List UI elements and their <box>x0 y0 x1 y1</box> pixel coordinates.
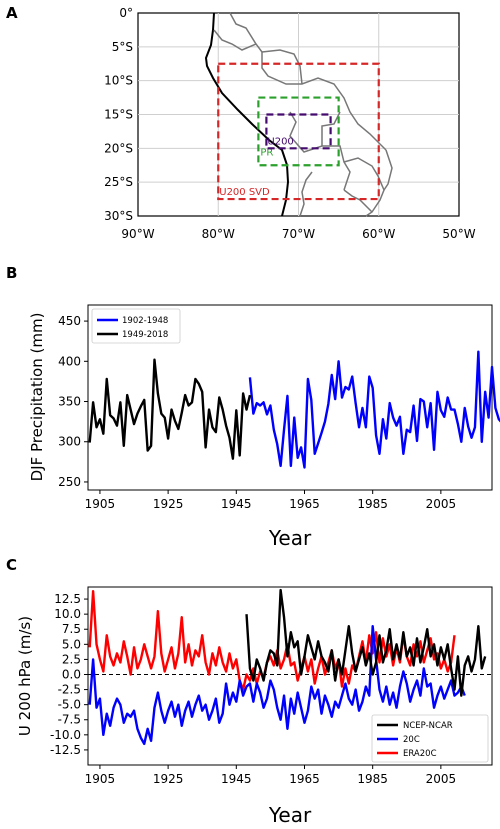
country-border <box>229 12 387 151</box>
y-tick-label: 10.0 <box>54 607 81 621</box>
y-tick-label: 250 <box>58 475 81 489</box>
coastline <box>204 12 290 217</box>
y-tick-label: 350 <box>58 395 81 409</box>
wind-plot-frame <box>87 586 493 766</box>
x-tick-label: 1985 <box>357 772 388 786</box>
x-tick-label: 1965 <box>289 772 320 786</box>
map-y-tick-label: 15°S <box>104 108 133 122</box>
panel-label-c: C <box>6 556 17 574</box>
wind-y-label: U 200 hPa (m/s) <box>16 616 34 736</box>
series-line-era20c <box>88 590 456 691</box>
country-border <box>383 149 393 191</box>
wind-x-label: Year <box>268 803 312 827</box>
wind-ticks: 1905 1925 1945 1965 1985 2005 -12.5-10.0-7.5-5… <box>50 592 456 786</box>
map-y-tick-label: 25°S <box>104 175 133 189</box>
country-border <box>321 111 341 146</box>
y-tick-label: 450 <box>58 314 81 328</box>
legend-label-1949-2018: 1949-2018 <box>122 330 168 340</box>
precip-legend: 1902-1948 1949-2018 <box>91 308 181 344</box>
precip-ticks: 1905 1925 1945 1965 1985 2005 250 300 350 400 450 <box>58 314 456 511</box>
x-tick-label: 2005 <box>426 497 457 511</box>
precip-chart: 1905 1925 1945 1965 1985 2005250300350400450 … <box>28 304 500 550</box>
precip-plot-frame <box>87 304 493 491</box>
x-tick-label: 2005 <box>426 772 457 786</box>
country-border <box>213 29 257 51</box>
country-border <box>261 49 303 85</box>
map-box-label-pr: PR <box>260 147 273 158</box>
panel-label-a: A <box>6 4 18 22</box>
y-tick-label: 0.0 <box>62 667 81 681</box>
map-ticks: 90°W 80°W 70°W 60°W 50°W 0° 5°S 10°S 15°S 20°S 25°… <box>104 6 476 241</box>
panel-label-b: B <box>6 264 17 282</box>
series-line-20c <box>88 625 466 746</box>
legend-label-1902-1948: 1902-1948 <box>122 316 168 326</box>
country-border <box>343 189 373 213</box>
map-y-tick-label: 5°S <box>112 40 133 54</box>
y-tick-label: -10.0 <box>50 728 81 742</box>
map-box-label-u200: U200 <box>267 136 293 147</box>
wind-series <box>88 588 487 746</box>
precip-series <box>88 350 500 469</box>
map-x-tick-label: 60°W <box>362 227 395 241</box>
map-x-tick-label: 90°W <box>121 227 154 241</box>
map-x-tick-label: 80°W <box>202 227 235 241</box>
legend-label-20c: 20C <box>403 735 420 745</box>
precip-x-label: Year <box>268 526 312 550</box>
y-tick-label: -12.5 <box>50 743 81 757</box>
y-tick-label: 12.5 <box>54 592 81 606</box>
map-y-tick-label: 30°S <box>104 209 133 223</box>
precip-y-label: DJF Precipitation (mm) <box>28 313 46 482</box>
y-tick-label: 300 <box>58 435 81 449</box>
y-tick-label: 400 <box>58 354 81 368</box>
x-tick-label: 1925 <box>153 497 184 511</box>
wind-legend-box <box>371 714 489 763</box>
map-x-tick-label: 50°W <box>442 227 475 241</box>
y-tick-label: 5.0 <box>62 637 81 651</box>
x-tick-label: 1945 <box>221 772 252 786</box>
legend-label-ncep-ncar: NCEP-NCAR <box>403 721 453 731</box>
x-tick-label: 1945 <box>221 497 252 511</box>
map-box-pr <box>257 96 340 167</box>
x-tick-label: 1905 <box>85 497 116 511</box>
series-line-ncep-ncar <box>245 588 487 697</box>
country-border <box>299 171 313 217</box>
map-box-u200-svd <box>217 62 380 201</box>
legend-label-era20c: ERA20C <box>403 749 437 759</box>
country-border <box>343 157 385 217</box>
map-x-tick-label: 70°W <box>282 227 315 241</box>
x-tick-label: 1925 <box>153 772 184 786</box>
map-box-u200 <box>265 113 332 150</box>
x-tick-label: 1985 <box>357 497 388 511</box>
map-y-tick-label: 20°S <box>104 141 133 155</box>
map-y-tick-label: 0° <box>119 6 133 20</box>
series-line-1949-2018 <box>88 358 252 460</box>
wind-chart: 1905 1925 1945 1965 1985 2005 -12.5-10.0-7.5-5… <box>16 586 493 827</box>
y-tick-label: -5.0 <box>58 698 81 712</box>
x-tick-label: 1965 <box>289 497 320 511</box>
y-tick-label: 7.5 <box>62 622 81 636</box>
wind-legend: NCEP-NCAR 20C ERA20C <box>371 714 489 763</box>
y-tick-label: -2.5 <box>58 683 81 697</box>
y-tick-label: 2.5 <box>62 652 81 666</box>
y-tick-label: -7.5 <box>58 713 81 727</box>
x-tick-label: 1905 <box>85 772 116 786</box>
map-y-tick-label: 10°S <box>104 74 133 88</box>
map-box-label-u200-svd: U200 SVD <box>219 187 270 198</box>
series-line-1902-1948 <box>248 350 500 469</box>
